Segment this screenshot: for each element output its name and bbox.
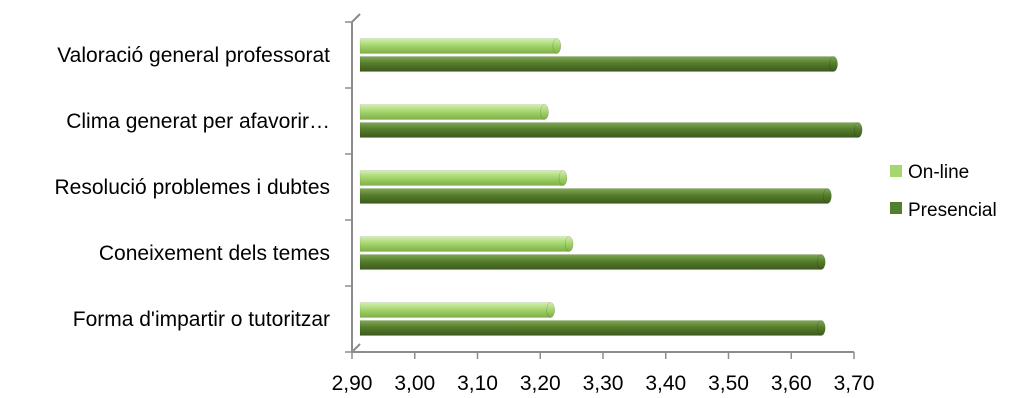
legend: On-line Presencial bbox=[890, 162, 997, 221]
bar-presencial bbox=[359, 122, 863, 138]
category-label: Resolució problemes i dubtes bbox=[55, 176, 330, 199]
x-tick-label: 3,40 bbox=[645, 372, 686, 395]
x-tick-label: 3,50 bbox=[708, 372, 749, 395]
category-label: Coneixement dels temes bbox=[99, 242, 330, 265]
bar-presencial bbox=[359, 254, 826, 270]
category-label: Valoració general professorat bbox=[57, 44, 330, 67]
x-tick-label: 3,20 bbox=[520, 372, 561, 395]
x-tick-labels: 2,90 3,00 3,10 3,20 3,30 3,40 3,50 3,60 3,70 bbox=[332, 372, 875, 395]
legend-label-presencial: Presencial bbox=[908, 200, 997, 221]
bar-online bbox=[359, 236, 574, 252]
category-label: Clima generat per afavorir… bbox=[66, 110, 330, 133]
bars-group bbox=[359, 38, 863, 336]
x-tick-label: 3,00 bbox=[394, 372, 435, 395]
x-axis-depth-line bbox=[351, 343, 361, 353]
x-tick-label: 3,30 bbox=[583, 372, 624, 395]
x-axis-ticks bbox=[351, 352, 855, 359]
y-axis-depth-line bbox=[351, 13, 361, 23]
bar-online bbox=[359, 302, 555, 318]
legend-swatch-online bbox=[890, 165, 902, 177]
y-axis-ticks bbox=[345, 21, 352, 353]
category-labels: Valoració general professorat Clima gener… bbox=[55, 44, 331, 331]
x-tick-label: 3,60 bbox=[771, 372, 812, 395]
legend-swatch-presencial bbox=[890, 202, 902, 214]
bar-presencial bbox=[359, 56, 838, 72]
x-tick-label: 2,90 bbox=[332, 372, 373, 395]
category-label: Forma d'impartir o tutoritzar bbox=[73, 308, 330, 331]
bar-presencial bbox=[359, 188, 832, 204]
bar-online bbox=[359, 38, 562, 54]
x-tick-label: 3,70 bbox=[834, 372, 875, 395]
bar-online bbox=[359, 170, 568, 186]
x-tick-label: 3,10 bbox=[457, 372, 498, 395]
bar-presencial bbox=[359, 320, 826, 336]
axes bbox=[345, 13, 855, 359]
legend-label-online: On-line bbox=[908, 162, 969, 183]
bar-online bbox=[359, 104, 549, 120]
